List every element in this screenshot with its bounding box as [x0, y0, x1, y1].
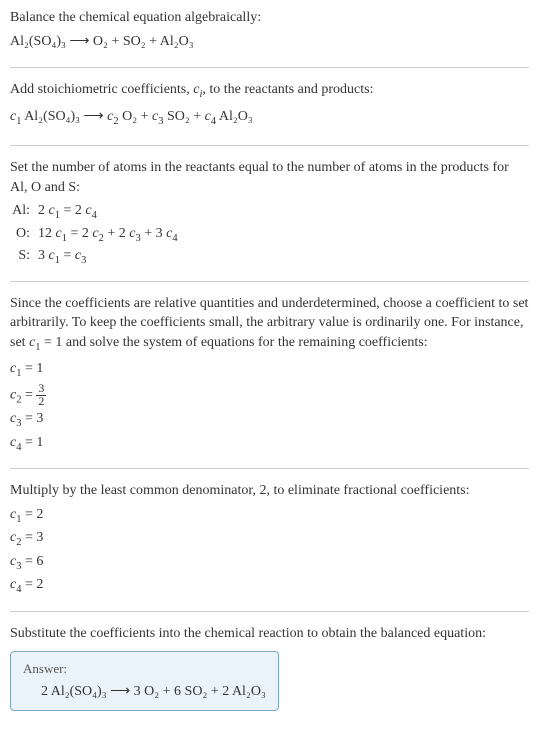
section-atoms: Set the number of atoms in the reactants…: [10, 158, 529, 282]
intro-text: Balance the chemical equation algebraica…: [10, 8, 529, 28]
stoich-text: Add stoichiometric coefficients, ci, to …: [10, 80, 529, 102]
coeff-c2: c2 = 32: [10, 383, 529, 408]
solve-coeffs: c1 = 1 c2 = 32 c3 = 3 c4 = 1: [10, 359, 529, 455]
answer-text: Substitute the coefficients into the che…: [10, 624, 529, 644]
mcoeff-c3: c3 = 6: [10, 552, 529, 574]
coeff-c4: c4 = 1: [10, 433, 529, 455]
answer-box: Answer: 2 Al₂(SO₄)₃ ⟶ 3 O₂ + 6 SO₂ + 2 A…: [10, 651, 279, 711]
section-answer: Substitute the coefficients into the che…: [10, 624, 529, 711]
atom-row-s: S: 3 c1 = c3: [10, 246, 529, 268]
section-multiply: Multiply by the least common denominator…: [10, 481, 529, 612]
section-intro: Balance the chemical equation algebraica…: [10, 8, 529, 68]
atom-row-al: Al: 2 c1 = 2 c4: [10, 201, 529, 223]
section-stoich: Add stoichiometric coefficients, ci, to …: [10, 80, 529, 146]
atom-label-al: Al:: [10, 201, 38, 221]
mcoeff-c4: c4 = 2: [10, 575, 529, 597]
intro-equation: Al₂(SO₄)₃ ⟶ O₂ + SO₂ + Al₂O₃: [10, 32, 529, 52]
answer-equation: 2 Al₂(SO₄)₃ ⟶ 3 O₂ + 6 SO₂ + 2 Al₂O₃: [23, 682, 266, 702]
coeff-c1: c1 = 1: [10, 359, 529, 381]
atom-label-o: O:: [10, 224, 38, 244]
atom-row-o: O: 12 c1 = 2 c2 + 2 c3 + 3 c4: [10, 224, 529, 246]
coeff-c3: c3 = 3: [10, 409, 529, 431]
atom-eq-o: 12 c1 = 2 c2 + 2 c3 + 3 c4: [38, 224, 178, 246]
multiply-text: Multiply by the least common denominator…: [10, 481, 529, 501]
multiply-coeffs: c1 = 2 c2 = 3 c3 = 6 c4 = 2: [10, 505, 529, 598]
mcoeff-c1: c1 = 2: [10, 505, 529, 527]
section-solve: Since the coefficients are relative quan…: [10, 294, 529, 469]
atoms-text: Set the number of atoms in the reactants…: [10, 158, 529, 197]
atom-table: Al: 2 c1 = 2 c4 O: 12 c1 = 2 c2 + 2 c3 +…: [10, 201, 529, 268]
atom-eq-al: 2 c1 = 2 c4: [38, 201, 97, 223]
answer-label: Answer:: [23, 660, 266, 678]
solve-text: Since the coefficients are relative quan…: [10, 294, 529, 356]
mcoeff-c2: c2 = 3: [10, 528, 529, 550]
stoich-equation: c1 Al₂(SO₄)₃ ⟶ c2 O₂ + c3 SO₂ + c4 Al₂O₃: [10, 107, 529, 129]
atom-eq-s: 3 c1 = c3: [38, 246, 86, 268]
atom-label-s: S:: [10, 246, 38, 266]
fraction: 32: [36, 383, 46, 408]
